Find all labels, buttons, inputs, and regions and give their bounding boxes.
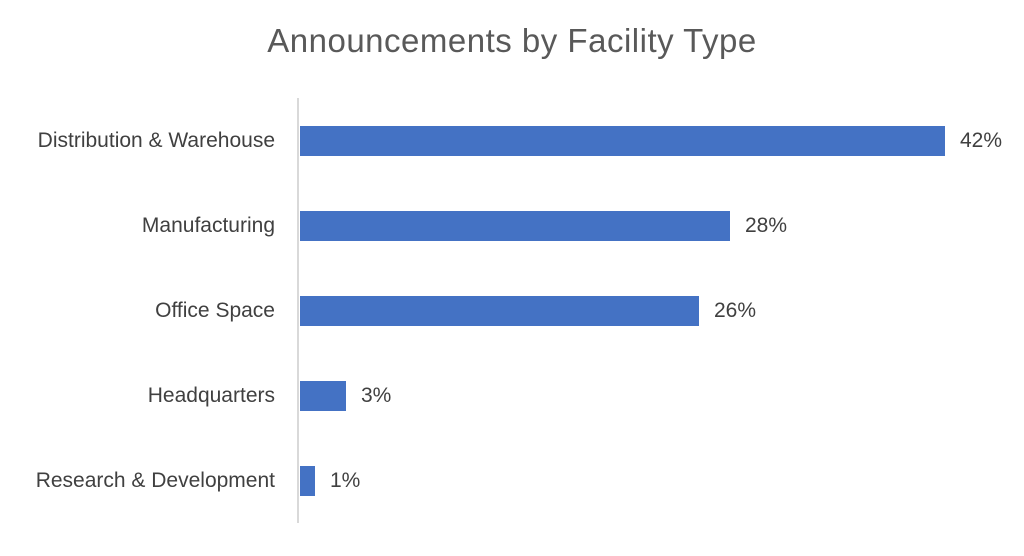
- y-axis-line: [297, 98, 299, 523]
- bar: [300, 380, 346, 411]
- category-label: Office Space: [155, 298, 275, 322]
- bar: [300, 465, 315, 496]
- bar-row: Office Space 26%: [0, 268, 1024, 353]
- value-label: 3%: [361, 383, 392, 407]
- bar: [300, 210, 730, 241]
- chart-title: Announcements by Facility Type: [267, 22, 757, 59]
- category-label: Distribution & Warehouse: [37, 128, 275, 152]
- value-label: 26%: [714, 298, 757, 322]
- bar-row: Distribution & Warehouse 42%: [0, 98, 1024, 183]
- category-label: Manufacturing: [141, 213, 275, 237]
- value-label: 1%: [330, 468, 361, 492]
- category-label: Research & Development: [35, 468, 275, 492]
- bar-row: Research & Development 1%: [0, 438, 1024, 523]
- value-label: 28%: [745, 213, 788, 237]
- bar: [300, 125, 945, 156]
- bar-row: Manufacturing 28%: [0, 183, 1024, 268]
- category-label: Headquarters: [147, 383, 275, 407]
- bar: [300, 295, 699, 326]
- value-label: 42%: [960, 128, 1003, 152]
- bar-row: Headquarters 3%: [0, 353, 1024, 438]
